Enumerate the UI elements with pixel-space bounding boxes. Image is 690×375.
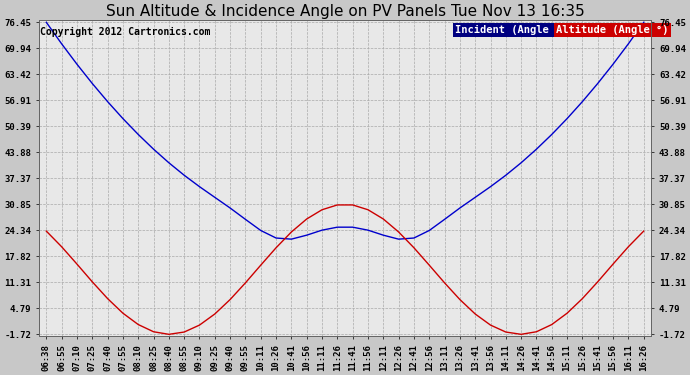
Text: Incident (Angle °): Incident (Angle °) [455, 25, 568, 35]
Text: Copyright 2012 Cartronics.com: Copyright 2012 Cartronics.com [40, 27, 210, 37]
Title: Sun Altitude & Incidence Angle on PV Panels Tue Nov 13 16:35: Sun Altitude & Incidence Angle on PV Pan… [106, 4, 584, 19]
Text: Altitude (Angle °): Altitude (Angle °) [556, 25, 669, 35]
